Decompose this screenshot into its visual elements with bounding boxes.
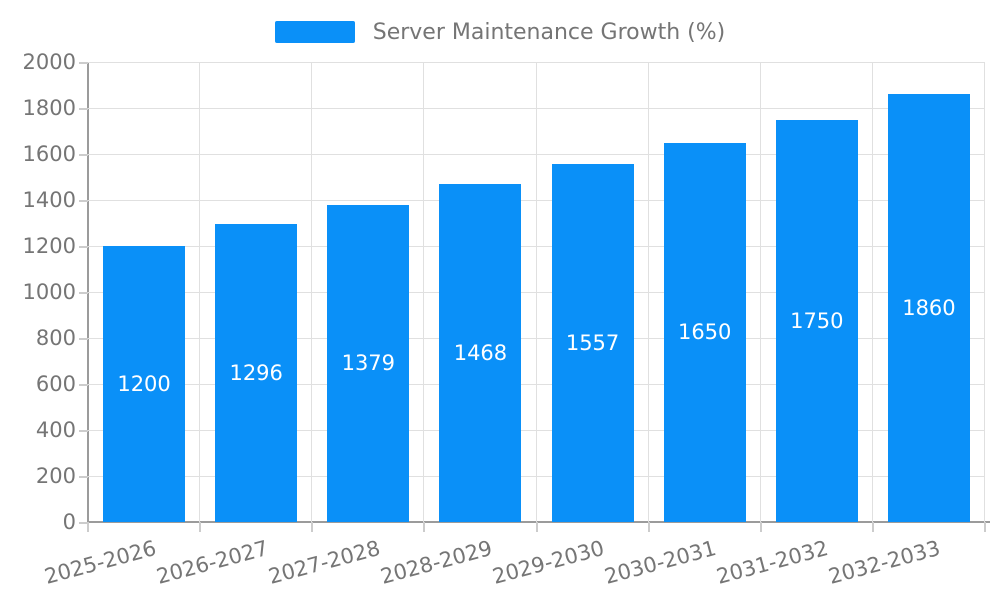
y-axis-tick — [79, 62, 88, 64]
y-axis-tick-label: 1800 — [22, 96, 76, 120]
h-gridline — [88, 154, 985, 155]
bar[interactable]: 1860 — [887, 94, 970, 522]
v-gridline — [199, 62, 201, 522]
x-axis-tick — [647, 522, 650, 532]
bar-value-label: 1860 — [902, 296, 956, 321]
h-gridline — [88, 384, 985, 385]
bar-value-label: 1379 — [341, 351, 396, 376]
y-axis-tick — [79, 476, 88, 478]
x-axis-tick-label: 2032-2033 — [826, 536, 944, 589]
v-gridline — [984, 62, 985, 522]
y-axis-tick — [79, 200, 88, 202]
legend-label: Server Maintenance Growth (%) — [372, 19, 726, 45]
y-axis-tick-label: 400 — [35, 418, 76, 442]
y-axis-tick-label: 2000 — [22, 50, 76, 74]
y-axis-tick — [79, 338, 88, 340]
x-axis-tick-label: 2027-2028 — [265, 536, 383, 589]
x-axis-tick-label: 2028-2029 — [377, 536, 495, 589]
chart-legend[interactable]: Server Maintenance Growth (%) — [0, 19, 1000, 45]
bar-value-label: 1200 — [117, 372, 171, 396]
y-axis-tick-label: 800 — [35, 326, 76, 350]
plot-area: 1200 1296 1379 1468 1557 1650 1750 1860 — [88, 62, 985, 522]
bar[interactable]: 1650 — [663, 142, 746, 522]
bar-value-label: 1650 — [677, 320, 732, 345]
y-axis-tick-label: 1400 — [22, 188, 76, 212]
bar-value-label: 1750 — [790, 308, 844, 333]
y-axis-tick-label: 1200 — [22, 234, 76, 258]
h-gridline — [88, 108, 985, 109]
bar[interactable]: 1296 — [215, 223, 298, 522]
y-axis-tick — [79, 108, 88, 110]
y-axis-tick — [79, 430, 88, 432]
x-axis-tick — [423, 522, 426, 532]
h-gridline — [88, 338, 985, 339]
bar[interactable]: 1468 — [439, 184, 522, 522]
legend-swatch[interactable] — [274, 21, 355, 43]
y-axis-tick — [79, 246, 88, 248]
x-axis-tick-label: 2030-2031 — [602, 536, 719, 589]
y-axis-tick — [79, 384, 88, 386]
h-gridline — [88, 200, 985, 201]
v-gridline — [423, 62, 425, 522]
x-axis-tick — [87, 522, 89, 532]
x-axis-tick — [199, 522, 202, 532]
x-axis-tick-label: 2026-2027 — [153, 536, 271, 589]
bar[interactable]: 1557 — [551, 163, 634, 522]
y-axis-tick-label: 1000 — [22, 280, 76, 304]
y-axis-tick — [79, 154, 88, 156]
bar-value-label: 1468 — [453, 341, 508, 366]
y-axis-tick — [79, 292, 88, 294]
h-gridline — [88, 62, 985, 63]
h-gridline — [88, 292, 985, 293]
x-axis-tick — [535, 522, 538, 532]
h-gridline — [88, 430, 985, 431]
bar[interactable]: 1750 — [775, 119, 858, 522]
y-axis-tick — [79, 522, 88, 524]
y-axis-tick-label: 0 — [62, 510, 76, 534]
y-axis-tick-label: 600 — [35, 372, 76, 396]
x-axis-tick — [871, 522, 874, 532]
x-axis-tick-label: 2025-2026 — [41, 536, 159, 589]
bar-value-label: 1296 — [229, 360, 283, 385]
v-gridline — [647, 62, 649, 522]
h-gridline — [88, 246, 985, 247]
x-axis-tick — [984, 522, 986, 532]
y-axis-tick-label: 200 — [35, 464, 76, 488]
x-axis-tick-label: 2031-2032 — [714, 536, 832, 589]
x-axis-line — [87, 521, 990, 523]
h-gridline — [88, 476, 985, 477]
bar-value-label: 1557 — [565, 330, 620, 355]
v-gridline — [759, 62, 761, 522]
v-gridline — [871, 62, 873, 522]
x-axis-tick — [311, 522, 314, 532]
x-axis-tick — [759, 522, 762, 532]
bar[interactable]: 1379 — [327, 204, 410, 522]
v-gridline — [311, 62, 313, 522]
y-axis-tick-label: 1600 — [22, 142, 76, 166]
bar[interactable]: 1200 — [103, 246, 186, 522]
v-gridline — [535, 62, 537, 522]
x-axis-tick-label: 2029-2030 — [489, 536, 607, 589]
